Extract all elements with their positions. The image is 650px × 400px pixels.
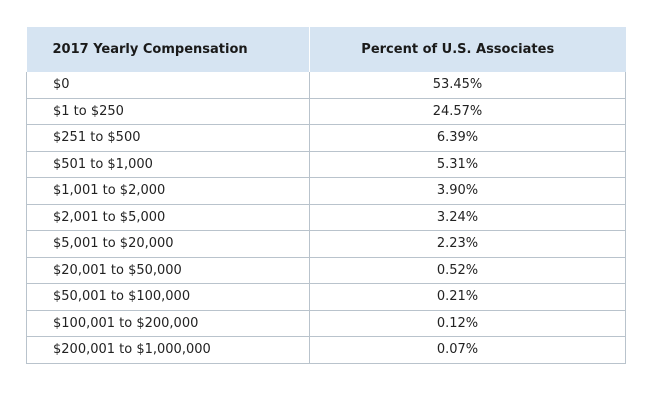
table-row: $0 53.45%	[26, 72, 626, 99]
compensation-range-cell: $5,001 to $20,000	[26, 230, 310, 258]
compensation-range-cell: $251 to $500	[26, 124, 310, 152]
compensation-range-cell: $200,001 to $1,000,000	[26, 336, 310, 364]
column-header-compensation: 2017 Yearly Compensation	[52, 42, 248, 57]
compensation-range-cell: $0	[26, 72, 310, 99]
percent-cell: 24.57%	[309, 98, 626, 125]
table-row: $20,001 to $50,000 0.52%	[26, 257, 626, 284]
table-row: $251 to $500 6.39%	[26, 124, 626, 152]
table-row: $100,001 to $200,000 0.12%	[26, 310, 626, 337]
table-row: $50,001 to $100,000 0.21%	[26, 283, 626, 311]
compensation-range-cell: $2,001 to $5,000	[26, 204, 310, 231]
compensation-range-cell: $501 to $1,000	[26, 151, 310, 178]
percent-cell: 0.07%	[309, 336, 626, 364]
table-row: $1,001 to $2,000 3.90%	[26, 177, 626, 205]
table-header: 2017 Yearly Compensation Percent of U.S.…	[26, 27, 626, 72]
percent-cell: 53.45%	[309, 72, 626, 99]
percent-cell: 5.31%	[309, 151, 626, 178]
percent-cell: 3.24%	[309, 204, 626, 231]
percent-cell: 0.12%	[309, 310, 626, 337]
table-row: $2,001 to $5,000 3.24%	[26, 204, 626, 231]
percent-cell: 2.23%	[309, 230, 626, 258]
compensation-range-cell: $1,001 to $2,000	[26, 177, 310, 205]
compensation-range-cell: $20,001 to $50,000	[26, 257, 310, 284]
compensation-range-cell: $50,001 to $100,000	[26, 283, 310, 311]
table-row: $501 to $1,000 5.31%	[26, 151, 626, 178]
compensation-table: 2017 Yearly Compensation Percent of U.S.…	[26, 27, 626, 364]
table-row: $200,001 to $1,000,000 0.07%	[26, 336, 626, 364]
column-header-percent: Percent of U.S. Associates	[309, 27, 626, 72]
percent-cell: 3.90%	[309, 177, 626, 205]
compensation-range-cell: $100,001 to $200,000	[26, 310, 310, 337]
percent-cell: 0.21%	[309, 283, 626, 311]
table-row: $1 to $250 24.57%	[26, 98, 626, 125]
percent-cell: 0.52%	[309, 257, 626, 284]
header-row: 2017 Yearly Compensation Percent of U.S.…	[26, 27, 626, 72]
table-row: $5,001 to $20,000 2.23%	[26, 230, 626, 258]
compensation-table-container: 2017 Yearly Compensation Percent of U.S.…	[26, 27, 626, 364]
table-body: $0 53.45% $1 to $250 24.57% $251 to $500 6.39…	[26, 72, 626, 364]
percent-cell: 6.39%	[309, 124, 626, 152]
compensation-range-cell: $1 to $250	[26, 98, 310, 125]
